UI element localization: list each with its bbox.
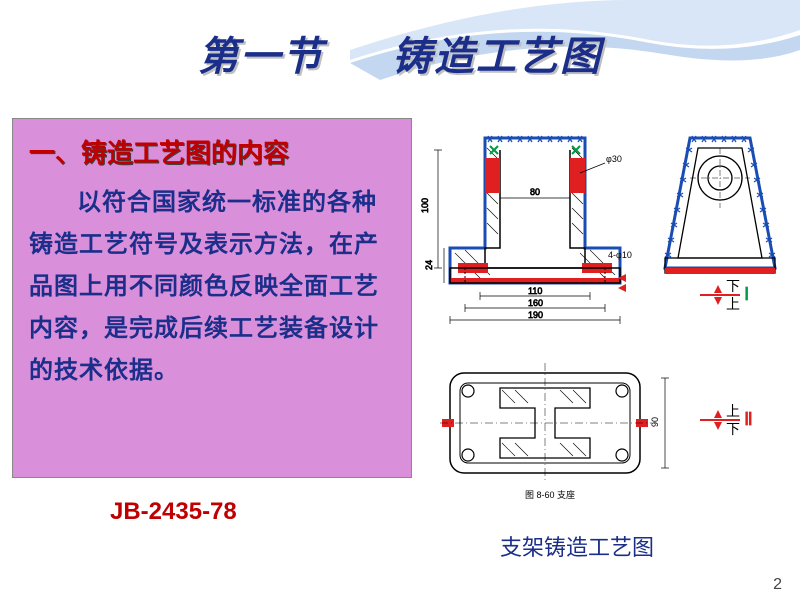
svg-text:4-φ10: 4-φ10 <box>608 250 632 260</box>
reference-code: JB-2435-78 <box>110 498 237 526</box>
svg-text:110: 110 <box>528 286 542 296</box>
content-box: 一、铸造工艺图的内容 以符合国家统一标准的各种铸造工艺符号及表示方法，在产品图上… <box>12 118 412 478</box>
parting-marker-2: 上 下 Ⅱ <box>700 404 753 438</box>
page-number: 2 <box>773 576 782 594</box>
svg-text:φ30: φ30 <box>606 154 622 164</box>
svg-text:80: 80 <box>530 187 540 197</box>
parting-marker-1: 下 上 Ⅰ <box>700 280 749 313</box>
svg-text:Ⅰ: Ⅰ <box>744 284 749 304</box>
diagram-caption: 支架铸造工艺图 <box>500 530 654 562</box>
title-part2: 铸造工艺图 <box>392 34 602 79</box>
svg-text:190: 190 <box>528 310 543 320</box>
svg-text:上: 上 <box>726 297 740 313</box>
svg-text:下: 下 <box>726 280 740 295</box>
svg-text:Ⅱ: Ⅱ <box>744 409 753 429</box>
svg-text:上: 上 <box>726 404 740 420</box>
section-body: 以符合国家统一标准的各种铸造工艺符号及表示方法，在产品图上用不同颜色反映全面工艺… <box>29 182 395 392</box>
slide-title: 第一节 铸造工艺图 <box>0 24 800 82</box>
section-heading: 一、铸造工艺图的内容 <box>29 133 395 170</box>
svg-text:下: 下 <box>726 423 740 438</box>
title-part1: 第一节 <box>198 34 324 79</box>
svg-text:160: 160 <box>528 298 543 308</box>
svg-text:100: 100 <box>420 198 430 213</box>
svg-text:图 8-60 支座: 图 8-60 支座 <box>525 489 575 500</box>
svg-text:90: 90 <box>650 417 660 427</box>
svg-text:24: 24 <box>424 260 434 270</box>
engineering-diagram: 80 100 24 110 160 190 φ30 4-φ <box>420 118 790 538</box>
